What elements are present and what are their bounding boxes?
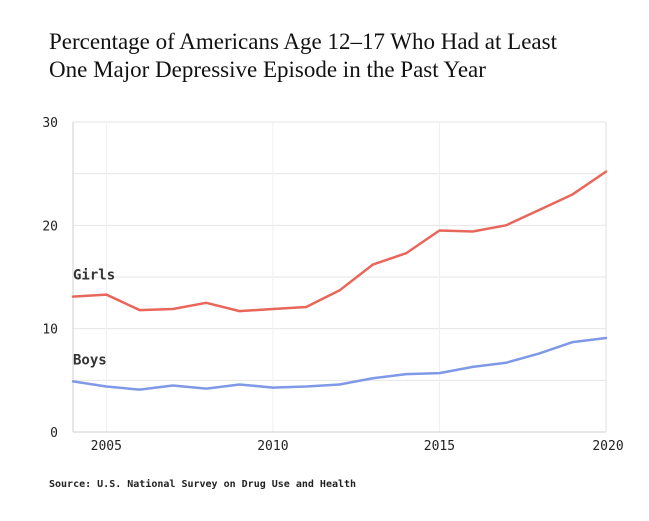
y-tick-label-30: 30: [42, 116, 58, 131]
series-line-boys: [71, 336, 608, 391]
y-tick-label-0: 0: [50, 426, 58, 441]
chart-title-line-2: One Major Depressive Episode in the Past…: [49, 57, 486, 82]
x-tick-label-2005: 2005: [91, 439, 122, 454]
gridlines: [73, 121, 606, 432]
series-lines: [71, 170, 608, 391]
y-tick-label-20: 20: [42, 219, 58, 234]
x-tick-label-2015: 2015: [424, 439, 455, 454]
source-note: Source: U.S. National Survey on Drug Use…: [49, 479, 357, 490]
chart-title: Percentage of Americans Age 12–17 Who Ha…: [49, 28, 629, 84]
chart-title-line-1: Percentage of Americans Age 12–17 Who Ha…: [49, 29, 557, 54]
tick-labels: 0 10 20 30 2005 2010 2015 2020: [42, 116, 623, 454]
x-tick-label-2020: 2020: [592, 439, 623, 454]
x-tick-label-2010: 2010: [257, 439, 288, 454]
series-labels: Girls Boys: [73, 268, 115, 369]
series-label-boys: Boys: [73, 352, 107, 368]
series-line-girls: [71, 170, 608, 313]
y-tick-label-10: 10: [42, 323, 58, 338]
series-label-girls: Girls: [73, 268, 115, 284]
